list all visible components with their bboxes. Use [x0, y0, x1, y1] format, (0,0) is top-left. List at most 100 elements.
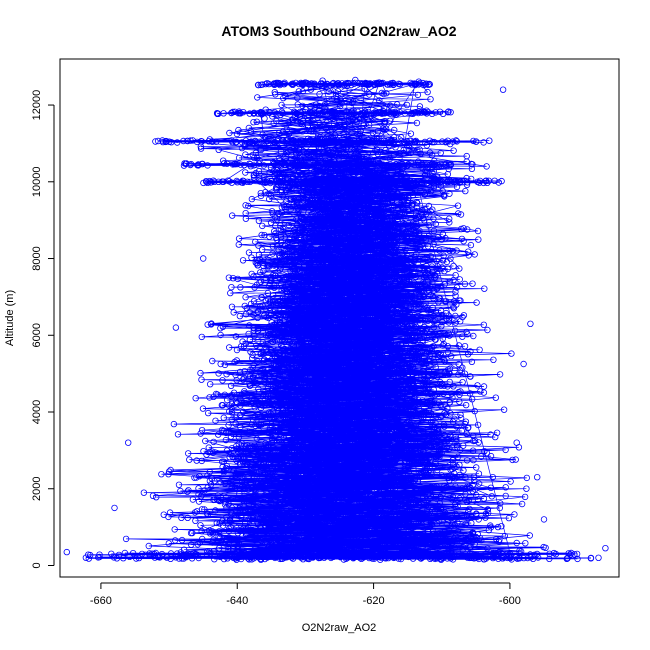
data-point	[458, 235, 466, 243]
data-point	[441, 531, 448, 538]
data-point	[370, 239, 377, 247]
data-point	[439, 342, 446, 349]
data-point	[453, 442, 460, 449]
data-point	[246, 454, 253, 461]
data-point	[316, 121, 323, 129]
data-point	[475, 470, 483, 477]
data-point	[241, 520, 249, 527]
data-point	[474, 421, 482, 429]
data-point	[387, 388, 394, 396]
data-point	[407, 520, 414, 527]
data-point	[462, 474, 469, 481]
data-point	[494, 523, 502, 531]
data-point	[362, 322, 369, 329]
data-point	[492, 394, 499, 401]
data-point	[508, 350, 515, 357]
data-point	[258, 372, 265, 379]
data-point	[333, 96, 341, 103]
data-point	[468, 396, 476, 403]
data-point	[230, 309, 237, 316]
data-point	[438, 311, 446, 319]
data-point	[382, 517, 389, 524]
data-point	[273, 243, 281, 250]
data-point	[373, 146, 381, 153]
data-point	[419, 287, 426, 294]
data-point	[461, 370, 469, 377]
data-point	[432, 364, 439, 371]
data-point	[184, 488, 191, 495]
data-point	[347, 305, 355, 312]
data-point	[353, 432, 361, 440]
data-point	[419, 521, 426, 529]
data-point	[451, 544, 458, 551]
data-point	[436, 247, 443, 254]
data-point	[306, 317, 313, 324]
data-point	[450, 461, 457, 468]
data-point	[257, 269, 264, 276]
data-point	[384, 306, 391, 314]
data-point	[414, 477, 422, 485]
chart-title: ATOM3 Southbound O2N2raw_AO2	[221, 23, 456, 39]
data-point	[284, 409, 291, 416]
data-point	[307, 234, 314, 241]
data-point	[406, 417, 413, 424]
data-point	[297, 462, 304, 469]
data-point	[215, 146, 222, 153]
data-point	[235, 430, 242, 437]
data-point	[432, 308, 440, 315]
data-point	[210, 548, 217, 555]
data-point	[263, 346, 270, 353]
data-point	[347, 488, 354, 496]
data-point	[432, 220, 439, 228]
data-point	[184, 450, 192, 457]
data-point	[304, 124, 312, 131]
data-point	[210, 438, 217, 446]
data-point	[398, 505, 406, 513]
data-point	[294, 419, 301, 426]
data-point	[447, 410, 454, 417]
data-point	[222, 536, 230, 543]
data-point	[242, 294, 249, 301]
data-point	[401, 212, 408, 219]
data-point	[252, 488, 259, 495]
data-point	[215, 545, 223, 552]
data-point	[437, 149, 444, 157]
data-point	[295, 450, 303, 458]
data-point	[228, 284, 235, 291]
data-point	[223, 396, 231, 404]
data-point	[211, 496, 218, 503]
data-point	[316, 90, 323, 98]
data-point	[184, 514, 191, 521]
data-point	[389, 531, 396, 538]
data-point	[301, 250, 308, 258]
data-point	[256, 343, 264, 350]
data-point	[419, 397, 426, 404]
data-point	[434, 373, 441, 380]
data-point	[496, 504, 503, 512]
data-point	[392, 291, 400, 299]
data-point	[402, 246, 409, 253]
data-point	[390, 527, 398, 535]
data-point	[242, 202, 249, 209]
data-point	[422, 237, 429, 244]
data-point	[483, 163, 490, 170]
data-point	[257, 447, 264, 454]
data-point	[441, 528, 449, 535]
data-point	[453, 512, 461, 520]
data-point	[288, 436, 295, 443]
data-point	[197, 522, 204, 529]
data-point	[272, 378, 279, 386]
data-point	[446, 315, 453, 322]
data-point	[255, 217, 263, 224]
data-point	[236, 368, 244, 376]
data-point	[290, 271, 298, 278]
data-point	[212, 507, 219, 514]
data-point	[257, 303, 264, 310]
data-point	[231, 358, 238, 366]
data-point	[331, 391, 338, 398]
data-point	[418, 413, 425, 420]
data-point	[287, 205, 294, 213]
data-point	[464, 226, 471, 233]
data-point	[287, 409, 294, 416]
